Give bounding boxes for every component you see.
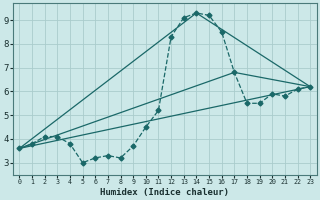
X-axis label: Humidex (Indice chaleur): Humidex (Indice chaleur): [100, 188, 229, 197]
